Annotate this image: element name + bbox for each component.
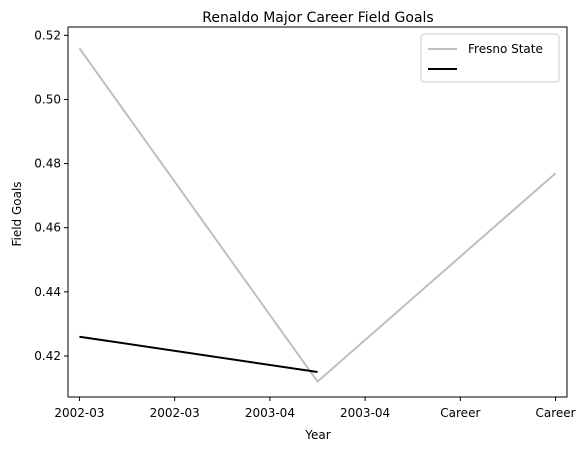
legend-label: Fresno State bbox=[468, 42, 543, 56]
x-tick-label: Career bbox=[536, 406, 576, 420]
x-tick-label: Career bbox=[440, 406, 480, 420]
x-tick-label: 2003-04 bbox=[340, 406, 390, 420]
series-layer bbox=[78, 47, 557, 384]
y-tick-label: 0.46 bbox=[34, 221, 61, 235]
y-tick-label: 0.42 bbox=[34, 349, 61, 363]
x-tick-label: 2003-04 bbox=[245, 406, 295, 420]
y-tick-label: 0.44 bbox=[34, 285, 61, 299]
chart-title: Renaldo Major Career Field Goals bbox=[202, 10, 433, 26]
x-tick-label: 2002-03 bbox=[150, 406, 200, 420]
y-axis-label: Field Goals bbox=[10, 181, 24, 246]
y-tick-label: 0.48 bbox=[34, 157, 61, 171]
series-line-0 bbox=[78, 47, 557, 384]
y-tick-label: 0.52 bbox=[34, 28, 61, 42]
y-tick-label: 0.50 bbox=[34, 92, 61, 106]
y-axis: 0.42 0.44 0.46 0.48 0.50 0.52 bbox=[34, 28, 68, 363]
legend: Fresno State bbox=[420, 33, 560, 83]
x-tick-label: 2002-03 bbox=[54, 406, 104, 420]
x-axis: 2002-03 2002-03 2003-04 2003-04 Career Career bbox=[54, 397, 576, 420]
x-axis-label: Year bbox=[304, 428, 330, 442]
series-line-1 bbox=[79, 335, 318, 373]
plot-area bbox=[67, 26, 568, 398]
